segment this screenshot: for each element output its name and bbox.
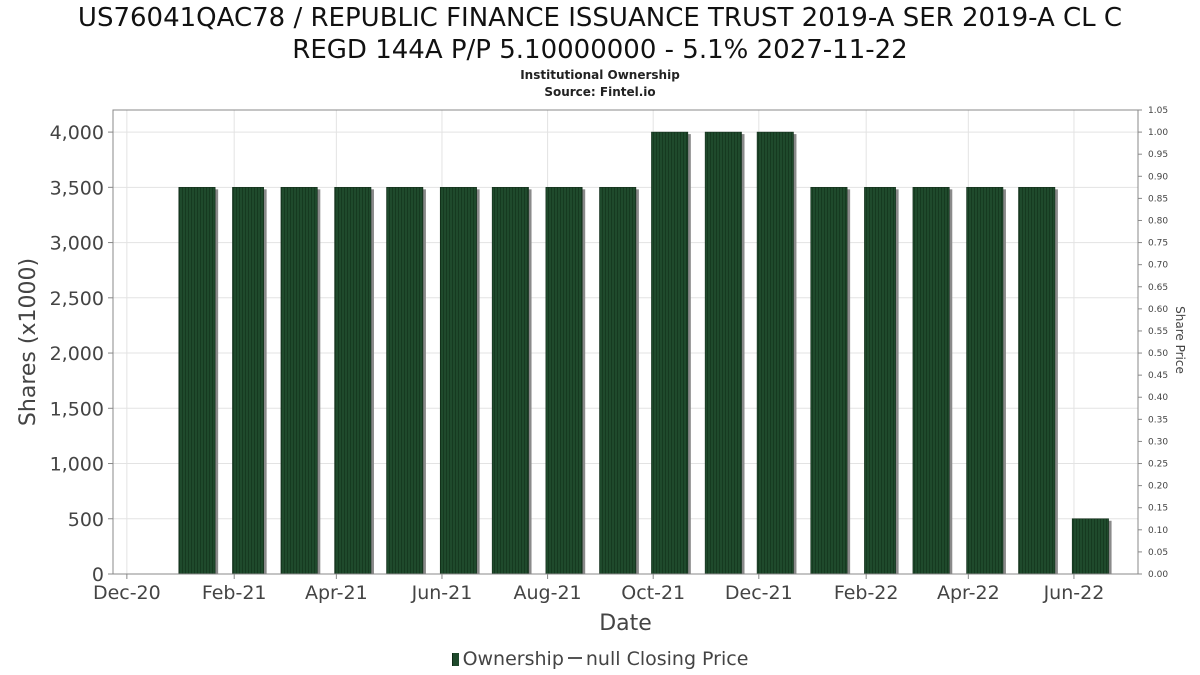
ownership-bar — [966, 187, 1004, 575]
ownership-bar-shadow — [317, 189, 321, 575]
ownership-bar-shadow — [263, 189, 267, 575]
ownership-bar — [386, 187, 424, 575]
y2-tick-label: 0.30 — [1148, 437, 1168, 447]
ownership-bar-shadow — [370, 189, 374, 575]
ownership-legend-swatch — [451, 653, 459, 666]
plot-frame — [112, 109, 1139, 575]
x-tick-label: Apr-21 — [305, 582, 368, 604]
ownership-bar-shadow — [528, 189, 532, 575]
x-tick-label: Jun-21 — [411, 582, 473, 604]
ownership-bar-shadow — [847, 189, 851, 575]
closing-price-legend-line — [567, 657, 582, 659]
y2-tick-label: 0.90 — [1148, 172, 1168, 182]
y2-tick-label: 1.00 — [1148, 128, 1168, 138]
y-tick-label: 0 — [92, 564, 104, 586]
ownership-bar-shadow — [1002, 189, 1006, 575]
y2-tick-label: 0.40 — [1148, 393, 1168, 403]
ownership-legend-label: Ownership — [462, 648, 564, 670]
chart-source: Source: Fintel.io — [544, 85, 656, 99]
ownership-bar — [1071, 518, 1109, 575]
ownership-bar — [439, 187, 477, 575]
y2-tick-label: 0.10 — [1148, 526, 1168, 536]
chart-title-line-2: REGD 144A P/P 5.10000000 - 5.1% 2027-11-… — [292, 35, 908, 65]
y2-axis-title: Share Price — [1173, 306, 1187, 374]
y-tick-label: 500 — [68, 509, 104, 531]
y2-tick-label: 0.45 — [1148, 371, 1168, 381]
y2-tick-label: 0.85 — [1148, 194, 1168, 204]
ownership-bar — [178, 187, 216, 575]
ownership-bar-shadow — [476, 189, 480, 575]
x-tick-label: Jun-22 — [1043, 582, 1105, 604]
ownership-bar — [491, 187, 529, 575]
chart-legend: Ownership null Closing Price — [0, 648, 1200, 670]
x-tick-label: Dec-21 — [725, 582, 793, 604]
ownership-bar — [651, 131, 689, 575]
y-tick-label: 3,500 — [50, 177, 104, 199]
y2-tick-label: 0.20 — [1148, 482, 1168, 492]
y-tick-label: 1,000 — [50, 454, 104, 476]
y2-tick-label: 0.50 — [1148, 349, 1168, 359]
x-tick-label: Oct-21 — [621, 582, 685, 604]
y2-tick-label: 0.25 — [1148, 460, 1168, 470]
x-tick-label: Apr-22 — [937, 582, 1000, 604]
y2-tick-label: 0.95 — [1148, 150, 1168, 160]
y2-tick-label: 0.15 — [1148, 504, 1168, 514]
x-tick-label: Feb-21 — [202, 582, 267, 604]
chart-title-line-1: US76041QAC78 / REPUBLIC FINANCE ISSUANCE… — [77, 3, 1123, 33]
y2-tick-label: 0.05 — [1148, 548, 1168, 558]
x-tick-label: Dec-20 — [93, 582, 161, 604]
y2-tick-label: 0.65 — [1148, 283, 1168, 293]
y-tick-label: 3,000 — [50, 233, 104, 255]
ownership-bar-shadow — [895, 189, 899, 575]
ownership-bar — [704, 131, 742, 575]
y2-tick-label: 0.60 — [1148, 305, 1168, 315]
y2-tick-label: 0.80 — [1148, 216, 1168, 226]
ownership-bar — [545, 187, 583, 575]
y2-tick-label: 0.55 — [1148, 327, 1168, 337]
y2-tick-label: 0.70 — [1148, 261, 1168, 271]
ownership-bar — [912, 187, 950, 575]
ownership-bar — [280, 187, 318, 575]
y2-tick-label: 0.35 — [1148, 415, 1168, 425]
ownership-bar — [1018, 187, 1056, 575]
ownership-bar — [232, 187, 264, 575]
ownership-bar-shadow — [215, 189, 219, 575]
ownership-bar — [599, 187, 637, 575]
ownership-bar-shadow — [635, 189, 639, 575]
y-tick-label: 2,500 — [50, 288, 104, 310]
chart-subtitle: Institutional Ownership — [520, 68, 680, 82]
ownership-bar-shadow — [1108, 520, 1112, 574]
x-tick-label: Aug-21 — [514, 582, 582, 604]
y-axis-title: Shares (x1000) — [16, 258, 41, 426]
ownership-bar-shadow — [687, 134, 691, 574]
ownership-bar-shadow — [1054, 189, 1058, 575]
ownership-bar — [864, 187, 896, 575]
closing-price-legend-label: null Closing Price — [585, 648, 749, 670]
ownership-bar-shadow — [741, 134, 745, 574]
y-tick-label: 2,000 — [50, 343, 104, 365]
ownership-bar-shadow — [582, 189, 586, 575]
y-tick-label: 4,000 — [50, 122, 104, 144]
ownership-bar — [334, 187, 372, 575]
x-axis-title: Date — [599, 611, 652, 636]
y2-tick-label: 0.75 — [1148, 239, 1168, 249]
ownership-bar-shadow — [949, 189, 953, 575]
y2-tick-label: 1.05 — [1148, 106, 1168, 116]
ownership-bar-shadow — [422, 189, 426, 575]
ownership-bar — [756, 131, 794, 575]
y2-tick-label: 0.00 — [1148, 570, 1168, 580]
x-tick-label: Feb-22 — [834, 582, 899, 604]
ownership-bar-shadow — [793, 134, 797, 574]
ownership-bar — [810, 187, 848, 575]
y-tick-label: 1,500 — [50, 398, 104, 420]
